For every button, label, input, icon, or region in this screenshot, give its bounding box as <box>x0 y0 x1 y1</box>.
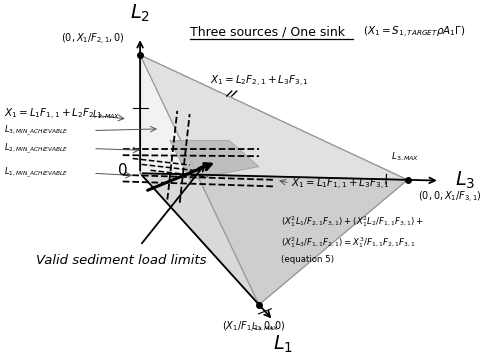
Polygon shape <box>140 55 407 305</box>
Text: $(0, 0, X_1/F_{3,1})$: $(0, 0, X_1/F_{3,1})$ <box>418 190 482 205</box>
Text: $(0, X_1/F_{2,1}, 0)$: $(0, X_1/F_{2,1}, 0)$ <box>62 32 125 47</box>
Text: $(X_1^2L_1/F_{2,1}F_{3,1}) + (X_1^2L_2/F_{1,1}F_{3,1}) +$
$(X_1^2L_3/F_{1,1}F_{2: $(X_1^2L_1/F_{2,1}F_{3,1}) + (X_1^2L_2/F… <box>282 214 424 263</box>
Text: $L_{3,MIN\_ACHIEVABLE}$: $L_{3,MIN\_ACHIEVABLE}$ <box>4 123 68 138</box>
Text: $L_3$: $L_3$ <box>454 170 475 191</box>
Text: $L_2$: $L_2$ <box>130 3 150 24</box>
Text: $L_1$: $L_1$ <box>273 334 293 355</box>
Text: $L_{1,MIN\_ACHIEVABLE}$: $L_{1,MIN\_ACHIEVABLE}$ <box>4 166 68 180</box>
Polygon shape <box>170 140 259 180</box>
Polygon shape <box>140 173 407 305</box>
Text: $L_{1,MAX}$: $L_{1,MAX}$ <box>250 321 279 333</box>
Text: $(X_1/F_{1,1}, 0, 0)$: $(X_1/F_{1,1}, 0, 0)$ <box>222 319 286 335</box>
Text: $X_1 = L_2F_{2,1}+L_3F_{3,1}$: $X_1 = L_2F_{2,1}+L_3F_{3,1}$ <box>210 74 308 89</box>
Text: $L_{2,MAX}$: $L_{2,MAX}$ <box>92 108 120 121</box>
Text: Three sources / One sink: Three sources / One sink <box>190 25 344 38</box>
Text: $X_1 = L_1F_{1,1}+L_3F_{3,1}$: $X_1 = L_1F_{1,1}+L_3F_{3,1}$ <box>291 177 390 192</box>
Text: $0$: $0$ <box>117 162 128 178</box>
Text: Valid sediment load limits: Valid sediment load limits <box>36 254 206 267</box>
Text: $L_{2,MIN\_ACHIEVABLE}$: $L_{2,MIN\_ACHIEVABLE}$ <box>4 141 68 156</box>
Text: $L_{3,MAX}$: $L_{3,MAX}$ <box>391 151 420 163</box>
Polygon shape <box>140 55 407 180</box>
Text: $X_1 = L_1F_{1,1}+L_2F_{2,1}$: $X_1 = L_1F_{1,1}+L_2F_{2,1}$ <box>4 107 102 122</box>
Text: $(X_1 = S_{1,TARGET}\rho A_1\Gamma)$: $(X_1 = S_{1,TARGET}\rho A_1\Gamma)$ <box>363 25 466 40</box>
